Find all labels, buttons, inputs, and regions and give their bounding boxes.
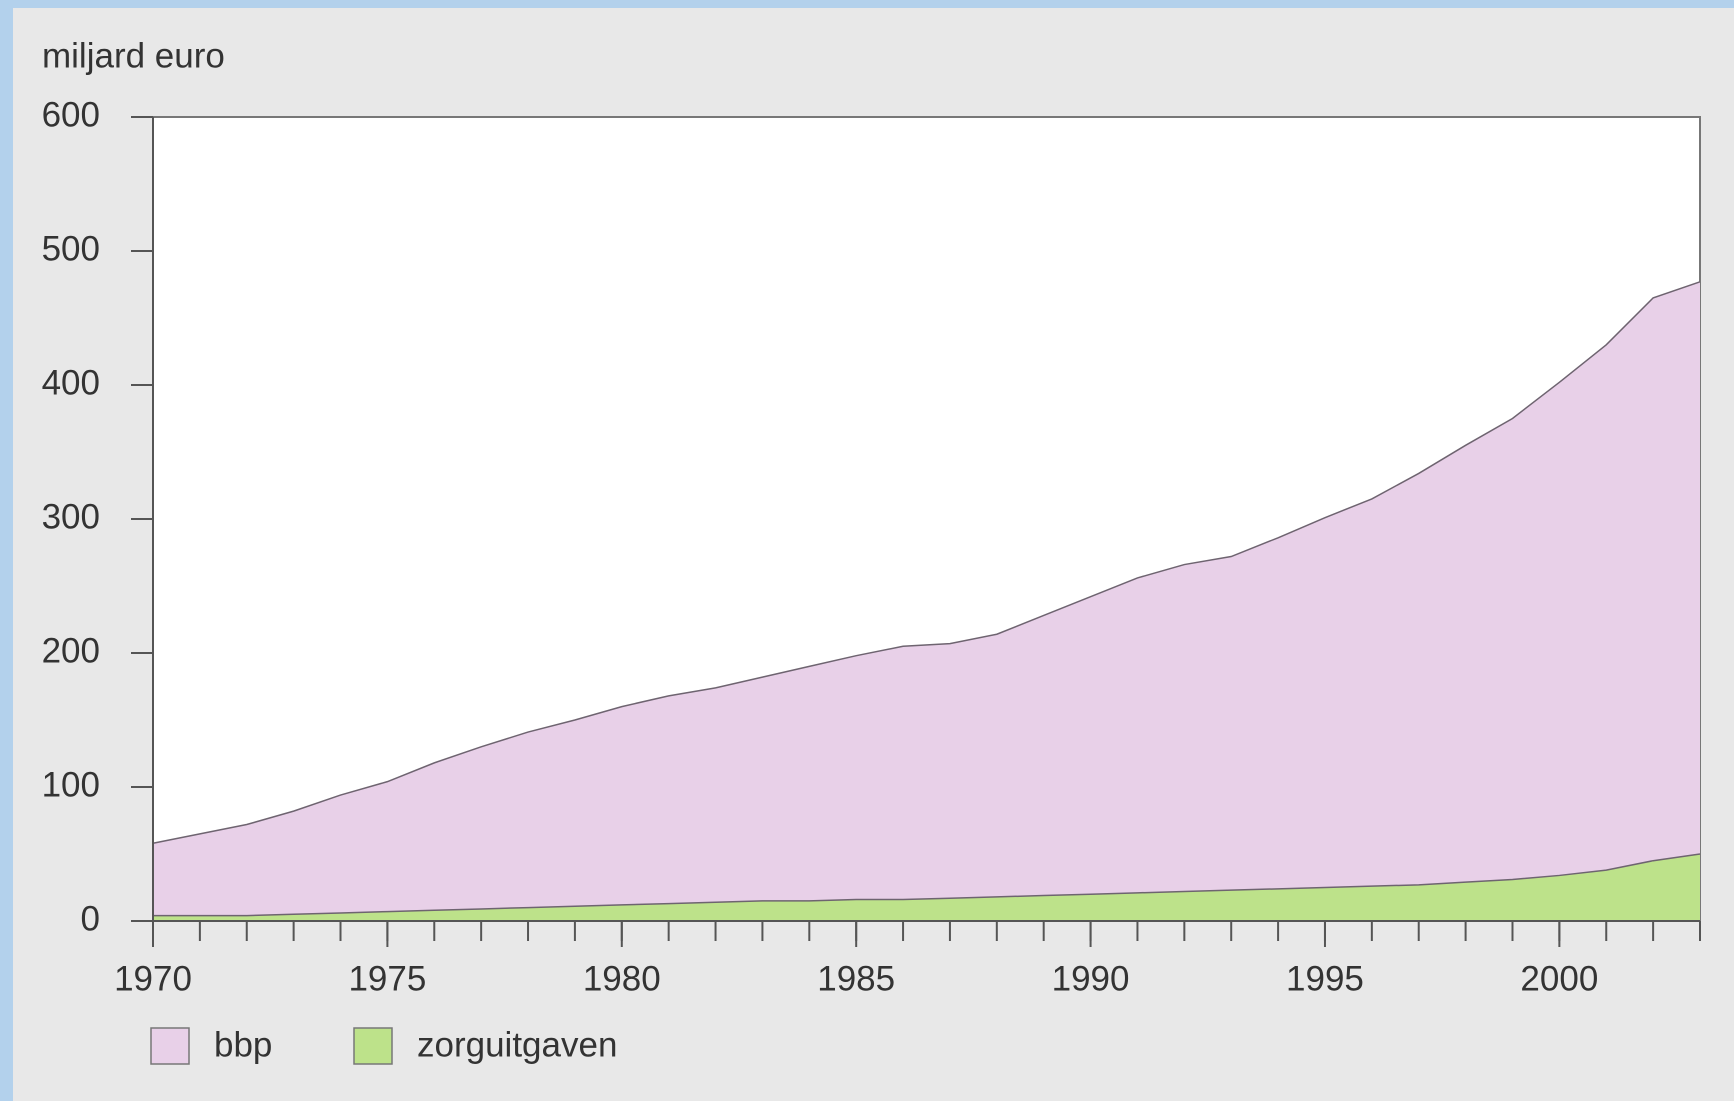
area-outline: [152, 281, 1701, 845]
legend-swatch: [353, 1027, 393, 1065]
y-tick-label: 200: [42, 631, 100, 670]
legend-label: zorguitgaven: [417, 1025, 617, 1064]
x-tick-label: 1995: [1286, 959, 1364, 998]
x-tick-label: 1970: [114, 959, 192, 998]
y-tick-label: 600: [42, 95, 100, 134]
y-tick-label: 500: [42, 229, 100, 268]
y-tick-label: 0: [81, 899, 100, 938]
x-tick-label: 1990: [1052, 959, 1130, 998]
y-tick-label: 300: [42, 497, 100, 536]
area: [153, 281, 1700, 921]
y-tick-label: 100: [42, 765, 100, 804]
legend-label: bbp: [214, 1025, 272, 1064]
x-tick-label: 1980: [583, 959, 661, 998]
x-tick-label: 1975: [348, 959, 426, 998]
area-outline: [153, 853, 1701, 917]
legend-swatch: [150, 1027, 190, 1065]
x-tick-label: 2000: [1520, 959, 1598, 998]
y-axis-label: miljard euro: [42, 36, 225, 75]
x-tick-label: 1985: [817, 959, 895, 998]
area: [153, 854, 1700, 921]
y-tick-label: 400: [42, 363, 100, 402]
